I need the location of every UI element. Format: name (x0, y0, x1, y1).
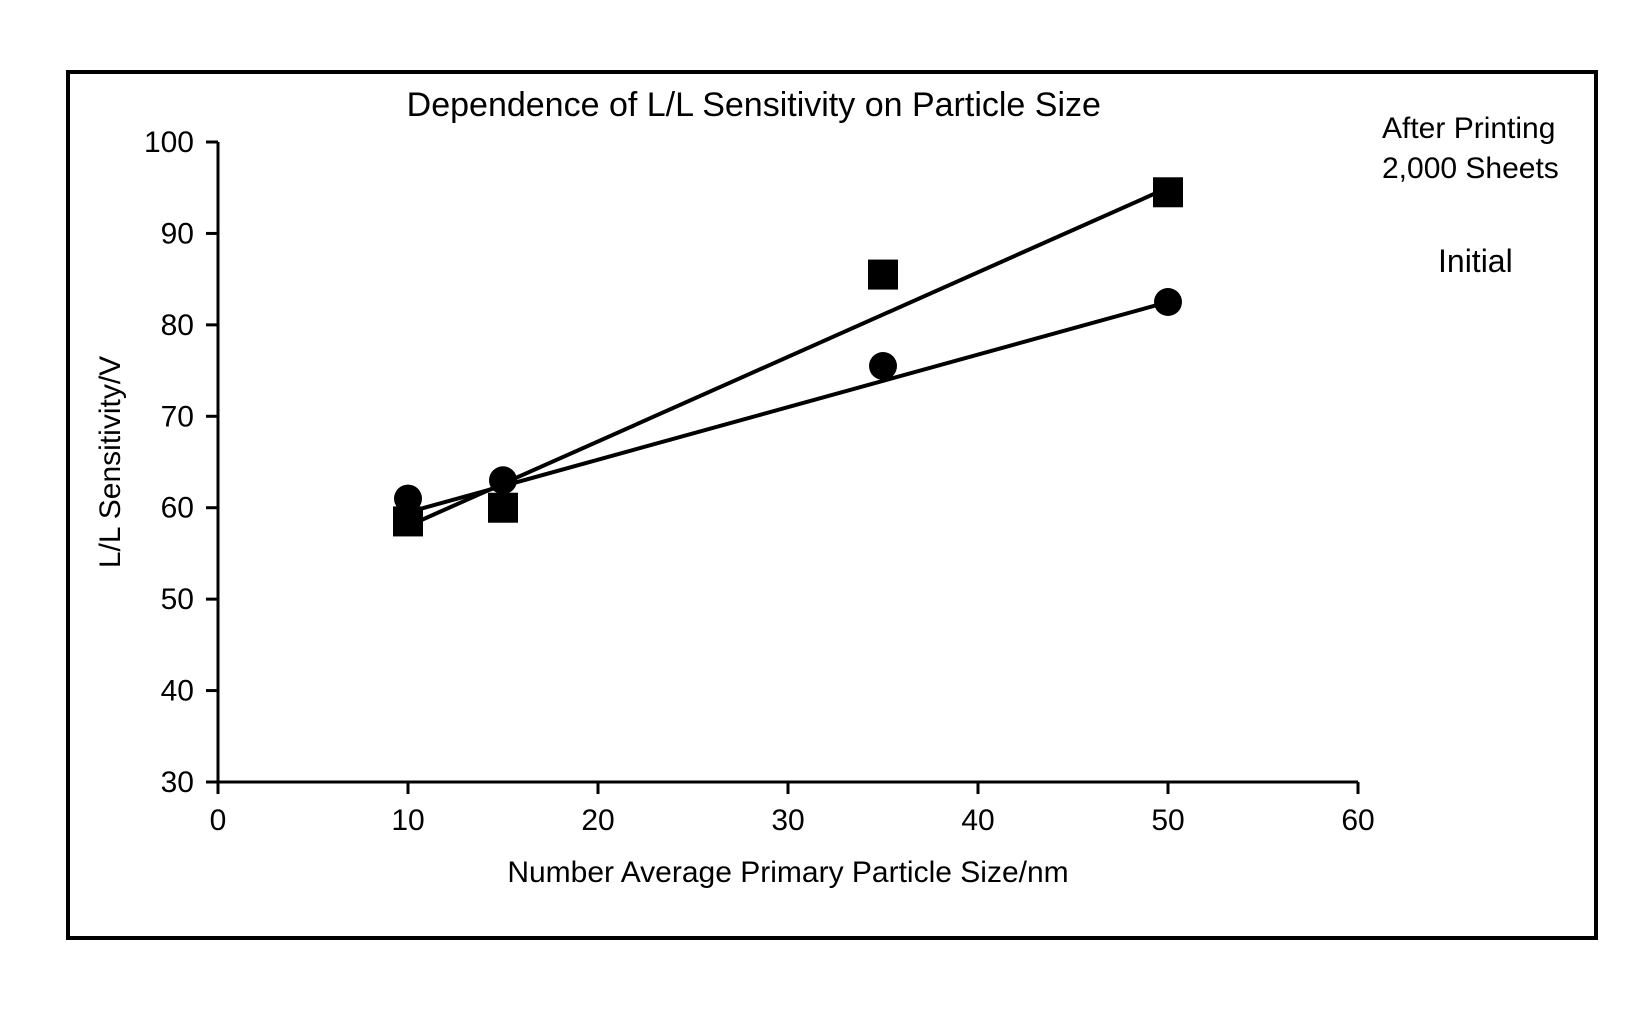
x-axis-label: Number Average Primary Particle Size/nm (507, 856, 1068, 889)
y-tick-label: 40 (161, 675, 194, 708)
y-tick-label: 100 (144, 126, 194, 159)
x-tick-label: 10 (391, 804, 424, 837)
x-tick-label: 40 (961, 804, 994, 837)
y-axis-label: L/L Sensitivity/V (94, 356, 127, 568)
data-point-square (1153, 177, 1183, 207)
data-point-square (393, 506, 423, 536)
x-tick-label: 60 (1341, 804, 1374, 837)
y-tick-label: 90 (161, 217, 194, 250)
x-tick-label: 30 (771, 804, 804, 837)
y-tick-label: 50 (161, 583, 194, 616)
x-tick-label: 0 (210, 804, 227, 837)
series-label-initial: Initial (1438, 243, 1513, 279)
series-label-after-printing-line2: 2,000 Sheets (1382, 152, 1559, 185)
x-tick-label: 50 (1151, 804, 1184, 837)
trendline-initial (408, 302, 1168, 512)
data-point-circle (489, 466, 517, 494)
series-label-after-printing-line1: After Printing (1382, 112, 1555, 145)
y-tick-label: 60 (161, 492, 194, 525)
trendline-after-printing-2-000-sheets (408, 188, 1168, 526)
chart-title: Dependence of L/L Sensitivity on Particl… (407, 86, 1101, 124)
y-tick-label: 70 (161, 400, 194, 433)
data-point-circle (869, 352, 897, 380)
data-point-square (488, 493, 518, 523)
sensitivity-chart: Dependence of L/L Sensitivity on Particl… (0, 0, 1649, 1010)
y-tick-label: 30 (161, 766, 194, 799)
y-tick-label: 80 (161, 309, 194, 342)
x-tick-label: 20 (581, 804, 614, 837)
data-point-circle (1154, 288, 1182, 316)
data-point-square (868, 260, 898, 290)
